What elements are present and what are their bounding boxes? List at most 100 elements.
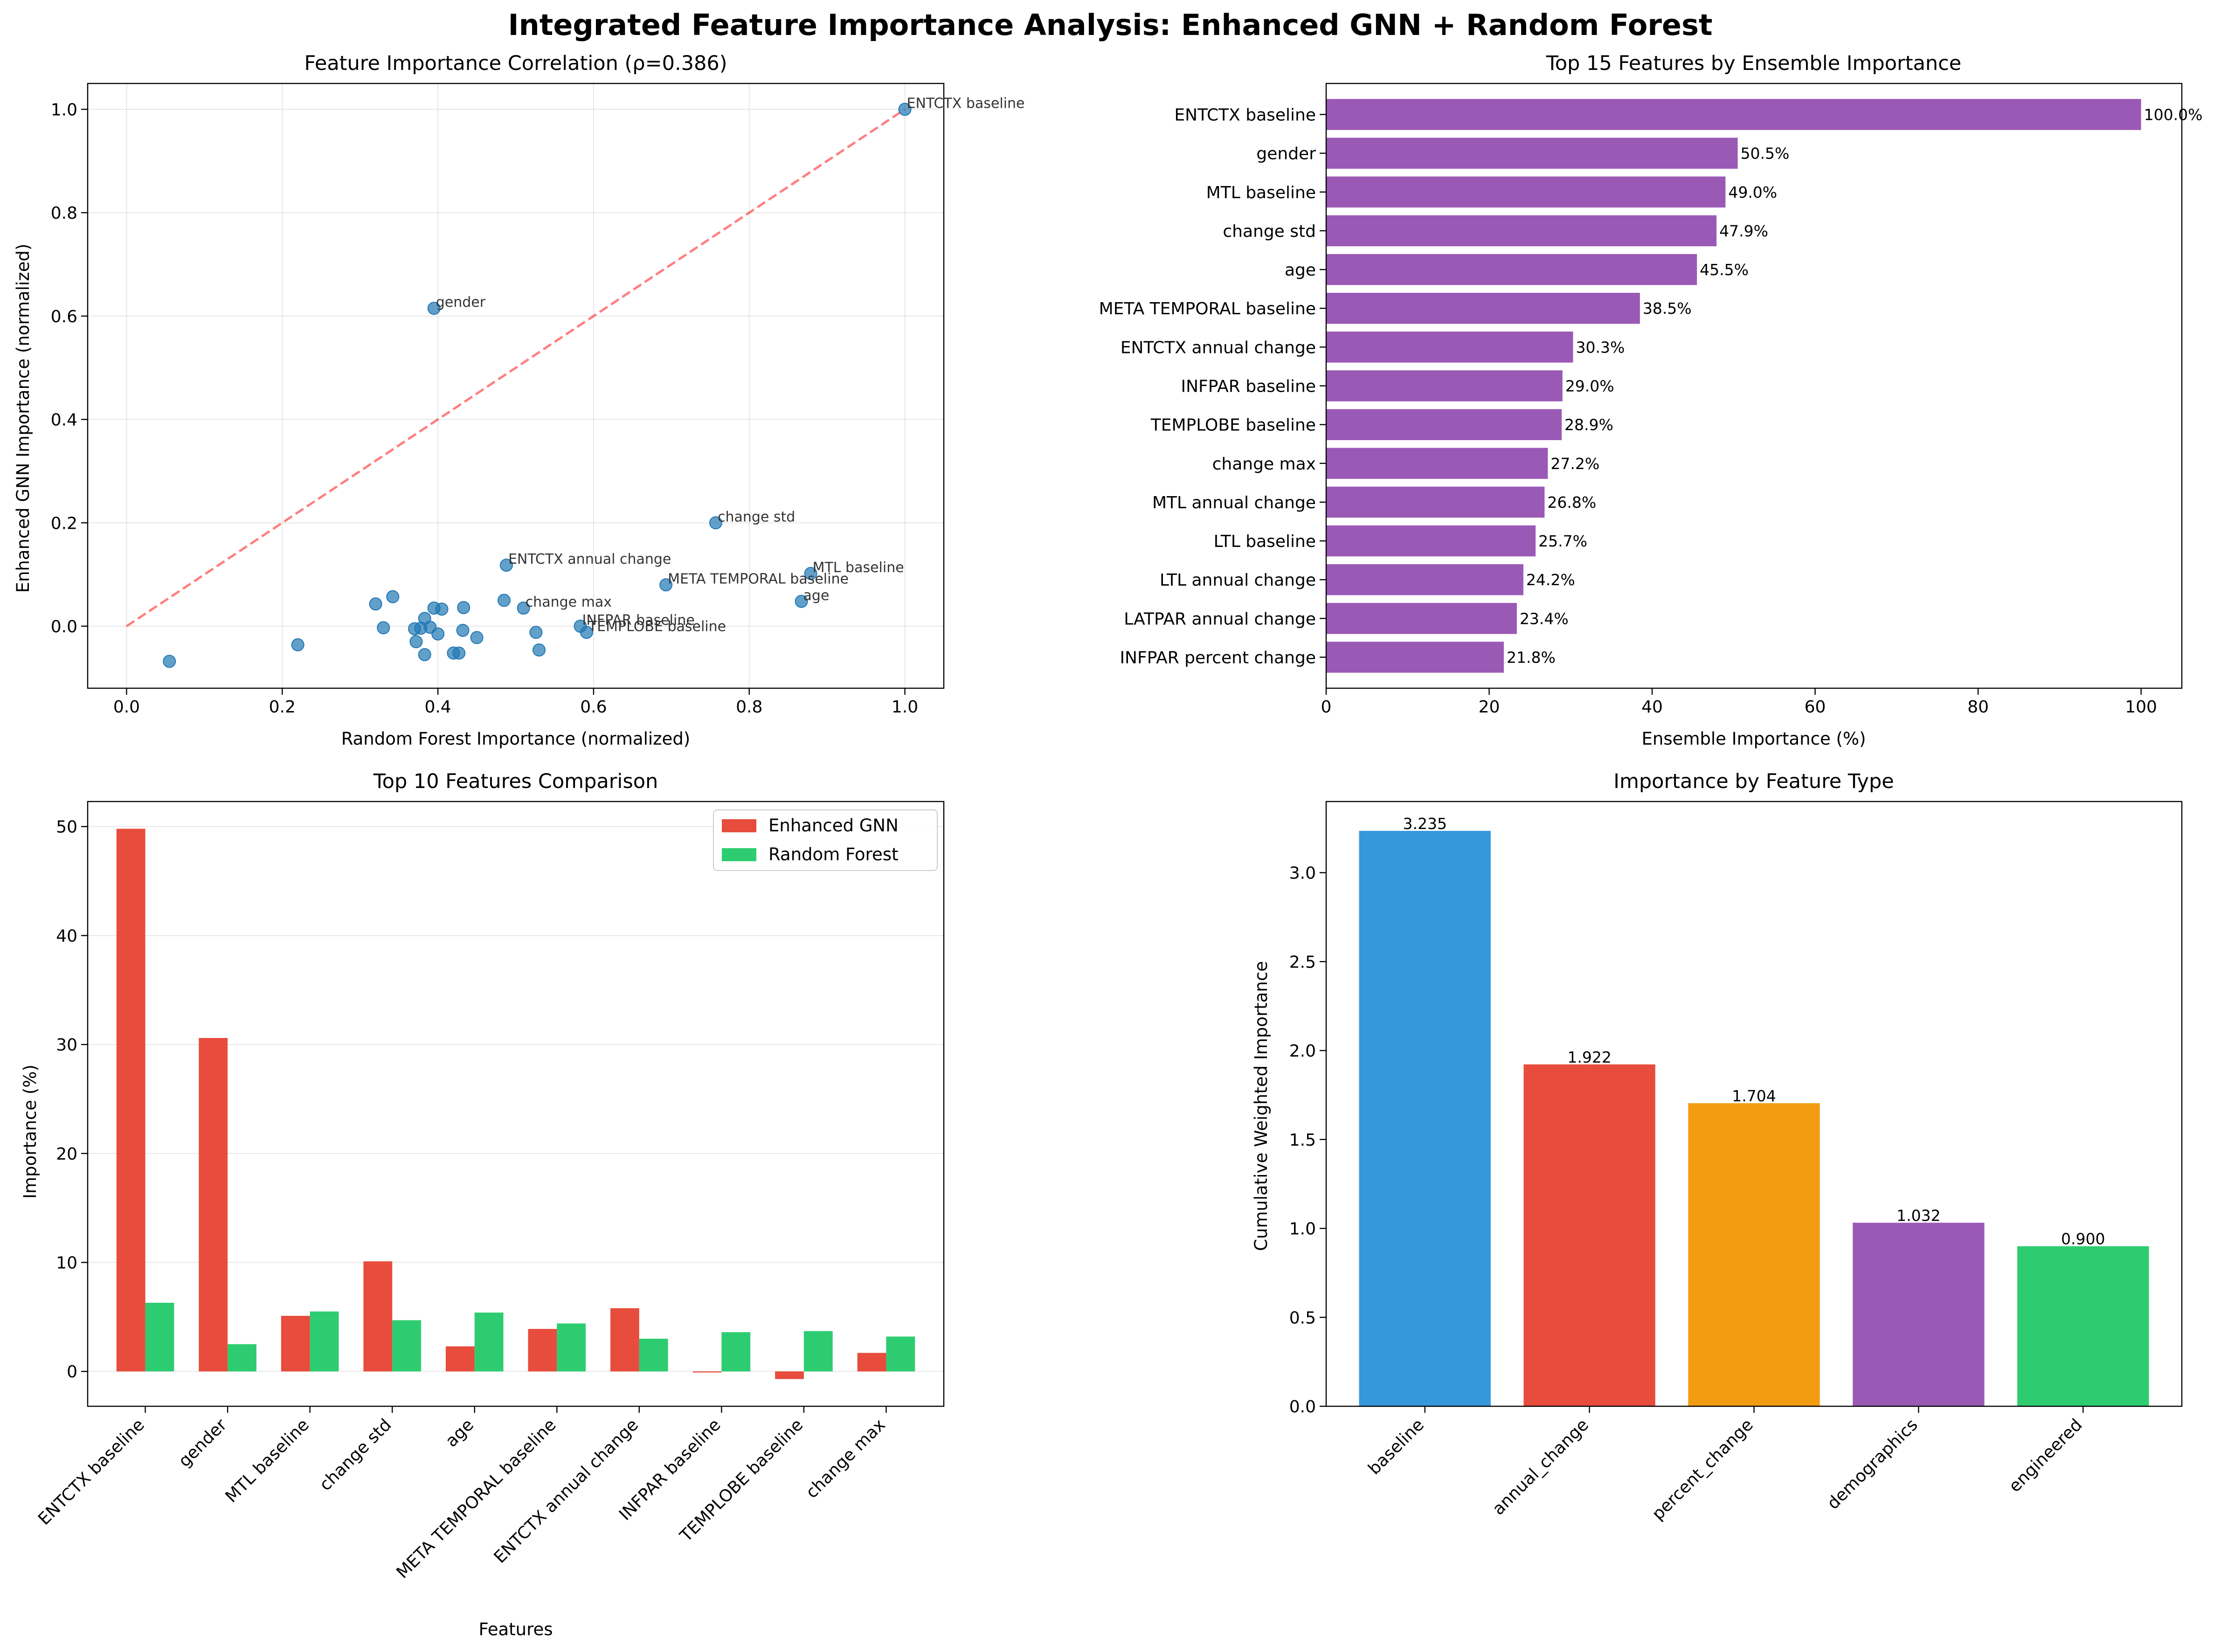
scatter-axes-frame [87,83,945,689]
comparison-bar-random-forest-templobe-baseline [803,1331,833,1372]
feature-type-bar-engineered [2017,1246,2149,1406]
scatter-y-axis-label: Enhanced GNN Importance (normalized) [13,244,33,593]
ensemble-value-label: 25.7% [1538,532,1587,550]
ensemble-bar-change-std [1326,215,1717,247]
ensemble-bar-ltl-annual-change [1326,564,1523,595]
feature-type-y-tick-label: 0.0 [1289,1397,1316,1417]
scatter-point-label: META TEMPORAL baseline [668,571,849,587]
comparison-legend-box [713,809,938,871]
scatter-point-meta-temporal-baseline [659,578,673,592]
scatter-x-tick-label: 0.2 [269,698,296,717]
ensemble-category-label: change std [1223,222,1316,241]
comparison-bar-enhanced-gnn-templobe-baseline [775,1371,804,1379]
scatter-point [533,643,546,657]
comparison-legend-swatch-random-forest [722,848,756,861]
ensemble-bar-entctx-baseline [1326,99,2141,130]
scatter-point-label: change max [526,594,612,610]
ensemble-bar-gender [1326,138,1738,169]
comparison-bar-enhanced-gnn-entctx-annual-change [610,1308,639,1372]
comparison-bar-random-forest-mtl-baseline [310,1311,339,1372]
feature-type-y-axis-label: Cumulative Weighted Importance [1251,961,1271,1251]
ensemble-category-label: LATPAR annual change [1124,609,1316,629]
scatter-point-templobe-baseline [580,626,593,639]
scatter-point-label: MTL baseline [813,560,904,576]
comparison-legend: Enhanced GNN Random Forest [713,809,938,871]
ensemble-category-label: INFPAR percent change [1120,648,1316,667]
ensemble-x-tick-label: 40 [1641,698,1663,717]
scatter-point-entctx-baseline [898,103,912,116]
ensemble-category-label: MTL baseline [1206,183,1316,202]
scatter-point [470,631,484,644]
ensemble-value-label: 28.9% [1564,416,1613,434]
feature-type-y-tick-label: 2.0 [1289,1042,1316,1061]
feature-type-y-tick-label: 1.0 [1289,1220,1316,1239]
scatter-point [497,594,511,607]
ensemble-bar-entctx-annual-change [1326,332,1573,363]
feature-type-value-label: 1.704 [1732,1087,1776,1105]
comparison-bar-enhanced-gnn-change-std [363,1261,393,1372]
feature-type-panel: Importance by Feature Type Cumulative We… [1251,770,2183,1524]
scatter-point [452,646,466,660]
ensemble-bar-meta-temporal-baseline [1326,292,1640,324]
comparison-axes-frame [87,801,945,1407]
ensemble-value-label: 49.0% [1728,183,1777,201]
scatter-point [163,655,176,668]
scatter-point-label: ENTCTX annual change [508,551,671,567]
comparison-legend-label: Random Forest [768,844,899,864]
ensemble-category-label: change max [1212,455,1316,474]
ensemble-bar-change-max [1326,448,1548,479]
comparison-bar-random-forest-entctx-annual-change [639,1339,668,1372]
ensemble-value-label: 27.2% [1550,455,1599,473]
scatter-point-label: age [803,588,830,604]
ensemble-x-tick-label: 60 [1805,698,1826,717]
scatter-x-tick-label: 0.6 [580,698,607,717]
comparison-x-axis-label: Features [478,1619,553,1639]
comparison-bar-random-forest-gender [228,1344,256,1372]
figure-title: Integrated Feature Importance Analysis: … [508,8,1713,42]
ensemble-category-label: INFPAR baseline [1181,377,1316,396]
comparison-y-axis-label: Importance (%) [20,1064,40,1199]
ensemble-x-tick-label: 100 [2125,698,2157,717]
ensemble-category-label: LTL baseline [1214,532,1316,551]
scatter-point [529,626,543,639]
ensemble-value-label: 30.3% [1576,338,1625,356]
feature-type-y-tick-label: 2.5 [1289,953,1316,972]
comparison-bar-enhanced-gnn-age [445,1346,475,1372]
scatter-y-tick-label: 0.8 [51,204,77,223]
comparison-bar-enhanced-gnn-entctx-baseline [116,829,145,1372]
comparison-y-tick-label: 0 [67,1362,77,1382]
scatter-x-tick-label: 0.8 [736,698,762,717]
comparison-bar-random-forest-change-max [886,1336,915,1372]
ensemble-category-label: ENTCTX baseline [1174,106,1316,125]
scatter-x-tick-label: 1.0 [892,698,918,717]
scatter-point-entctx-annual-change [499,559,513,572]
ensemble-x-axis-label: Ensemble Importance (%) [1641,729,1866,749]
ensemble-bar-templobe-baseline [1326,409,1562,440]
ensemble-category-label: TEMPLOBE baseline [1150,416,1316,435]
ensemble-value-label: 50.5% [1741,145,1790,163]
scatter-y-tick-label: 0.0 [51,617,77,636]
ensemble-x-tick-label: 20 [1479,698,1500,717]
ensemble-category-label: MTL annual change [1152,493,1316,512]
scatter-point [386,590,400,603]
ensemble-value-label: 23.4% [1520,609,1569,628]
comparison-y-tick-label: 40 [56,926,77,946]
comparison-bar-random-forest-meta-temporal-baseline [557,1323,586,1372]
feature-type-y-tick-label: 1.5 [1289,1131,1316,1150]
comparison-y-tick-label: 50 [56,818,77,837]
scatter-y-tick-label: 0.6 [51,307,77,326]
scatter-x-tick-label: 0.4 [424,698,451,717]
ensemble-category-label: LTL annual change [1160,571,1316,590]
ensemble-x-tick-label: 0 [1321,698,1332,717]
comparison-title: Top 10 Features Comparison [373,770,658,793]
ensemble-value-label: 26.8% [1547,493,1596,511]
scatter-point-label: INFPAR baseline [582,612,695,629]
feature-type-value-label: 3.235 [1403,815,1446,833]
scatter-point-change-max [517,601,530,615]
scatter-point [409,635,423,649]
feature-type-bar-percent-change [1688,1103,1820,1406]
scatter-y-tick-label: 0.2 [51,514,77,533]
ensemble-axes-frame [1325,83,2183,689]
